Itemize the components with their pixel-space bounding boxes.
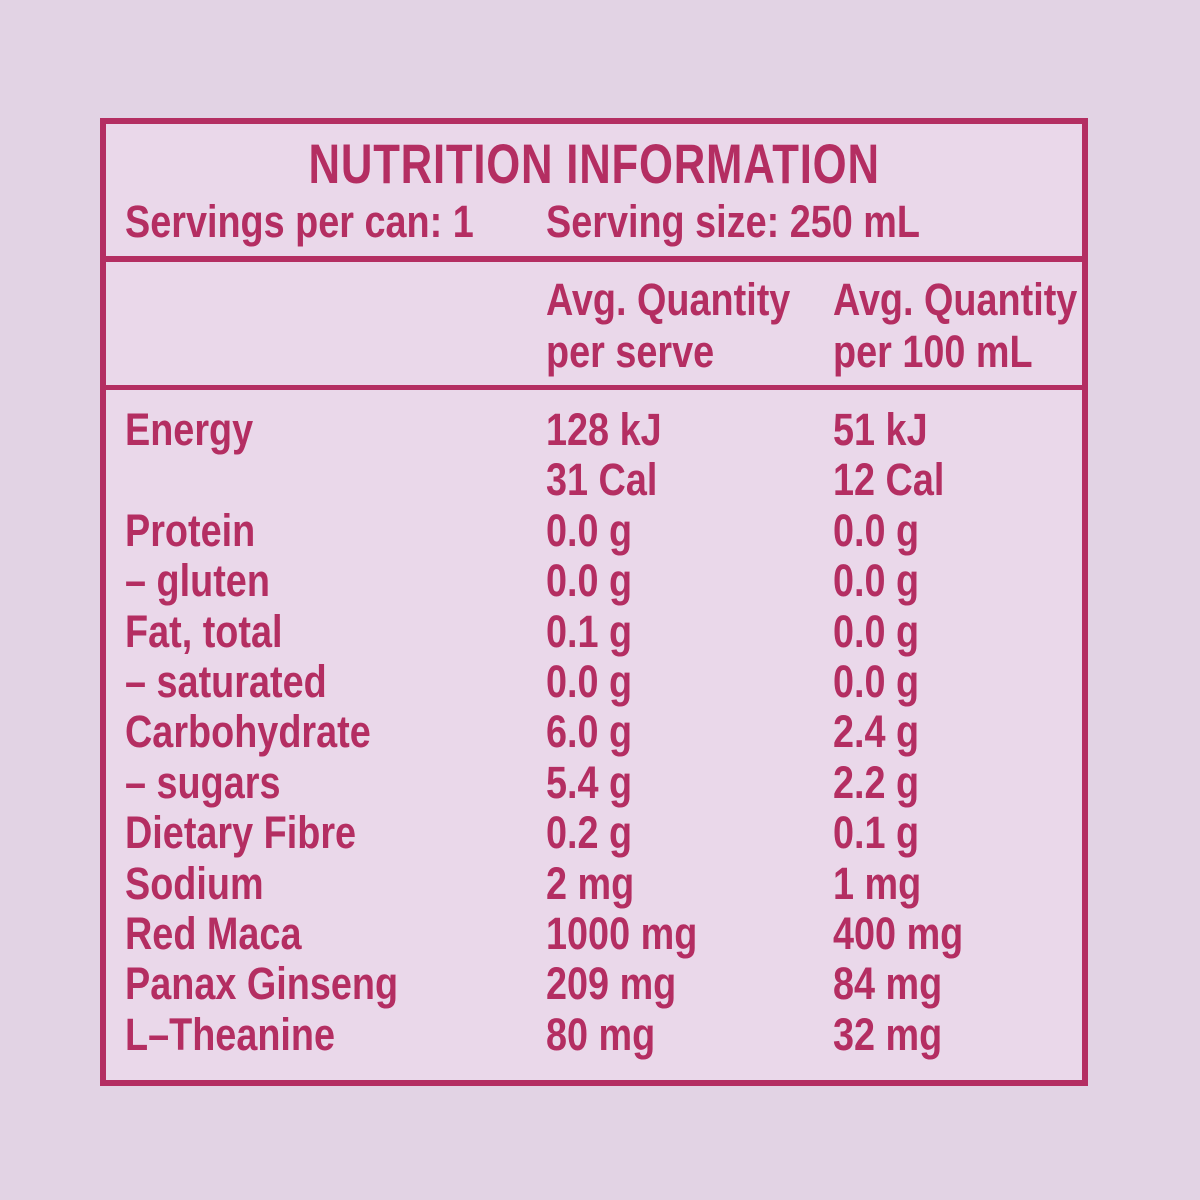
per-100ml-value: 1 mg: [833, 857, 922, 909]
table-row: – saturated 0.0 g 0.0 g: [125, 656, 1082, 708]
nutrient-label: L–Theanine: [125, 1008, 336, 1060]
column-header-per-serve: Avg. Quantity per serve: [546, 274, 791, 377]
nutrient-label: Protein: [125, 504, 256, 556]
table-row: – sugars 5.4 g 2.2 g: [125, 756, 1082, 808]
nutrient-label: Panax Ginseng: [125, 958, 399, 1010]
nutrient-label: Carbohydrate: [125, 706, 371, 758]
header-divider: [106, 256, 1082, 262]
per-100ml-value: 12 Cal: [833, 454, 945, 506]
nutrition-information-panel: NUTRITION INFORMATION Servings per can: …: [100, 118, 1088, 1086]
per-100ml-value: 2.4 g: [833, 706, 920, 758]
per-serve-value: 0.1 g: [546, 605, 633, 657]
per-serve-value: 31 Cal: [546, 454, 658, 506]
column-header-divider: [106, 385, 1082, 390]
per-100ml-value: 0.0 g: [833, 656, 920, 708]
per-serve-value: 0.0 g: [546, 555, 633, 607]
table-row: – gluten 0.0 g 0.0 g: [125, 555, 1082, 607]
column-header-row: Avg. Quantity per serve Avg. Quantity pe…: [106, 262, 1082, 385]
nutrient-label: – sugars: [125, 756, 281, 808]
per-serve-value: 209 mg: [546, 958, 677, 1010]
per-serve-value: 0.0 g: [546, 656, 633, 708]
table-row: Energy 128 kJ 51 kJ: [125, 404, 1082, 455]
table-row: L–Theanine 80 mg 32 mg: [125, 1008, 1082, 1060]
per-serve-value: 1000 mg: [546, 908, 698, 960]
nutrient-label: Dietary Fibre: [125, 807, 357, 859]
panel-header: NUTRITION INFORMATION Servings per can: …: [106, 124, 1082, 256]
per-serve-value: 80 mg: [546, 1008, 656, 1060]
nutrient-label: – saturated: [125, 656, 327, 708]
table-row: Protein 0.0 g 0.0 g: [125, 504, 1082, 556]
per-100ml-value: 2.2 g: [833, 756, 920, 808]
table-row: Fat, total 0.1 g 0.0 g: [125, 605, 1082, 657]
column-header-per-100ml: Avg. Quantity per 100 mL: [833, 274, 1078, 377]
per-100ml-value: 0.0 g: [833, 555, 920, 607]
nutrient-label: Red Maca: [125, 908, 302, 960]
per-100ml-value: 0.1 g: [833, 807, 920, 859]
servings-per-can: Servings per can: 1: [125, 196, 474, 247]
table-row: 31 Cal 12 Cal: [125, 454, 1082, 506]
per-100ml-value: 400 mg: [833, 908, 964, 960]
per-100ml-value: 0.0 g: [833, 605, 920, 657]
table-row: Sodium 2 mg 1 mg: [125, 857, 1082, 909]
nutrient-label: [125, 455, 546, 505]
nutrient-label: Energy: [125, 404, 254, 455]
per-100ml-value: 32 mg: [833, 1008, 943, 1060]
panel-title: NUTRITION INFORMATION: [106, 132, 1082, 196]
table-row: Panax Ginseng 209 mg 84 mg: [125, 958, 1082, 1010]
table-row: Dietary Fibre 0.2 g 0.1 g: [125, 807, 1082, 859]
column-header-spacer: [125, 274, 546, 385]
per-100ml-value: 84 mg: [833, 958, 943, 1010]
per-serve-value: 0.2 g: [546, 807, 633, 859]
per-serve-value: 0.0 g: [546, 504, 633, 556]
serving-size: Serving size: 250 mL: [546, 196, 920, 247]
per-serve-value: 2 mg: [546, 857, 635, 909]
nutrient-table: Energy 128 kJ 51 kJ 31 Cal 12 Cal Protei…: [106, 390, 1082, 1060]
per-serve-value: 128 kJ: [546, 404, 662, 455]
nutrient-label: Sodium: [125, 857, 264, 909]
per-100ml-value: 0.0 g: [833, 504, 920, 556]
nutrient-label: – gluten: [125, 555, 270, 607]
table-row: Carbohydrate 6.0 g 2.4 g: [125, 706, 1082, 758]
nutrient-label: Fat, total: [125, 605, 283, 657]
per-100ml-value: 51 kJ: [833, 404, 928, 455]
per-serve-value: 5.4 g: [546, 756, 633, 808]
servings-row: Servings per can: 1 Serving size: 250 mL: [106, 196, 1082, 248]
panel-title-text: NUTRITION INFORMATION: [308, 132, 880, 195]
table-row: Red Maca 1000 mg 400 mg: [125, 908, 1082, 960]
per-serve-value: 6.0 g: [546, 706, 633, 758]
